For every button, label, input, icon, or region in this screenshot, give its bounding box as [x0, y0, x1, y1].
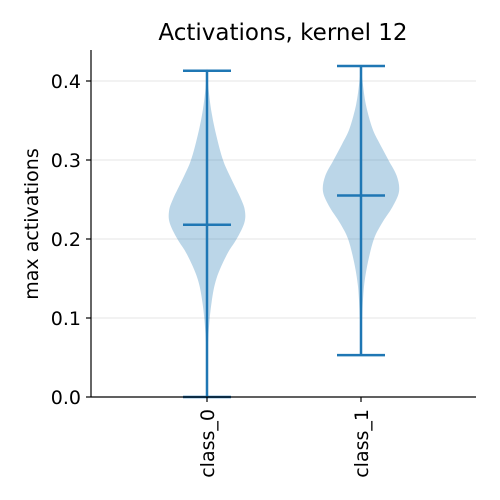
- x-axis-ticks: class_0 class_1: [197, 397, 373, 478]
- y-tick-label: 0.1: [51, 308, 81, 330]
- grid: [91, 80, 476, 319]
- chart-title: Activations, kernel 12: [158, 20, 407, 46]
- y-tick-label: 0.2: [51, 229, 81, 251]
- x-tick-label-class_0: class_0: [197, 409, 219, 478]
- y-axis-label: max activations: [21, 148, 43, 299]
- x-tick-label-class_1: class_1: [351, 409, 373, 478]
- y-axis-ticks: 0.0 0.1 0.2 0.3 0.4: [51, 71, 91, 409]
- y-tick-label: 0.3: [51, 150, 81, 172]
- y-tick-label: 0.0: [51, 387, 81, 409]
- violins: [168, 64, 400, 399]
- y-tick-label: 0.4: [51, 71, 81, 93]
- axes-spines: [90, 50, 476, 398]
